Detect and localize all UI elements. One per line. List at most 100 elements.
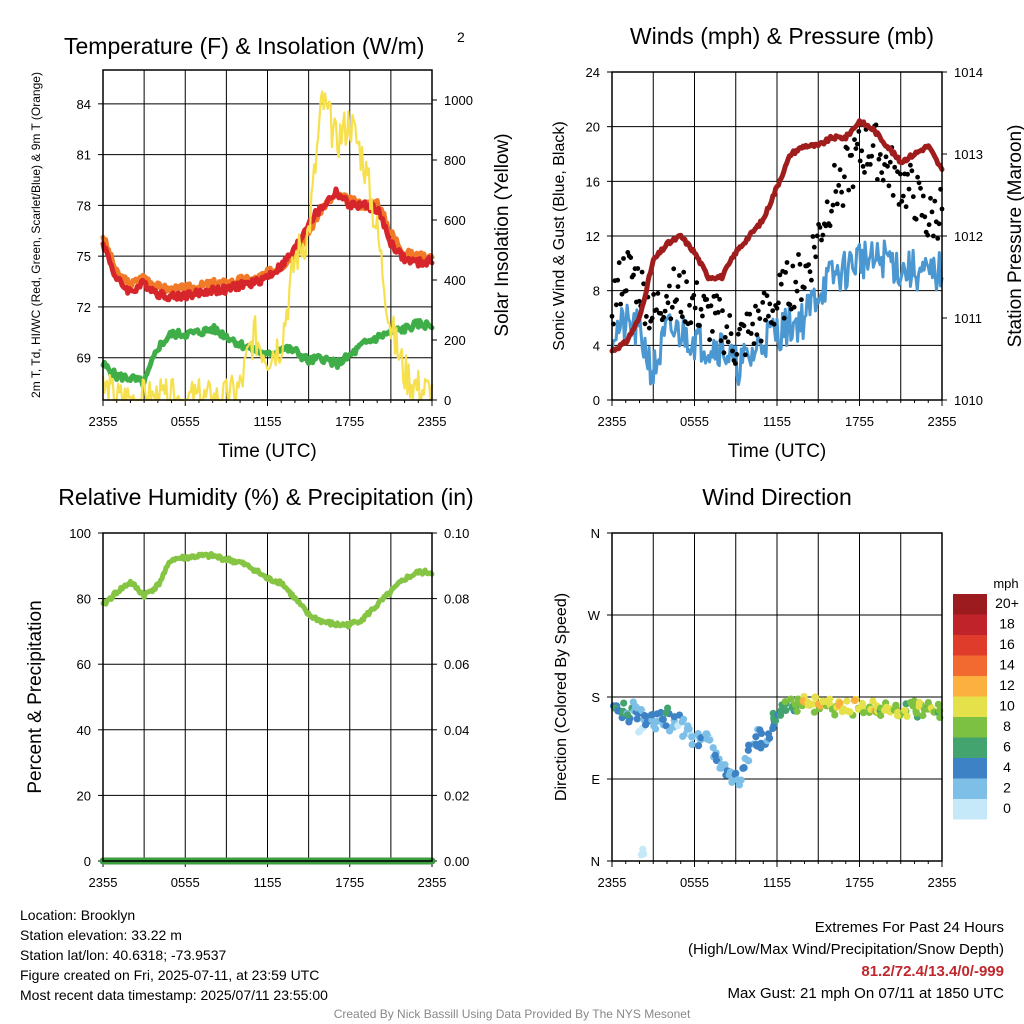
- direction-point: [624, 711, 632, 719]
- gust-point: [859, 148, 865, 154]
- direction-point: [771, 717, 780, 725]
- x-tick-label: 1155: [763, 875, 791, 890]
- gust-point: [797, 261, 803, 267]
- y2-tick-label: 200: [444, 333, 466, 348]
- direction-point: [836, 699, 844, 707]
- gust-point: [846, 187, 852, 193]
- direction-point: [688, 740, 696, 749]
- gust-point: [836, 183, 842, 188]
- panel-4: N E S W N 2355 0555 1155 1755 2355 Wind Direction D…: [553, 484, 956, 890]
- x-tick-label: 0555: [171, 414, 200, 429]
- gust-point: [747, 311, 753, 317]
- gust-point: [873, 122, 879, 128]
- legend-swatch: [953, 717, 987, 738]
- gust-point: [801, 285, 807, 291]
- gust-point: [668, 316, 674, 322]
- y-tick-label: E: [591, 772, 600, 787]
- x-tick-label: 2355: [418, 414, 447, 429]
- x-tick-label: 2355: [598, 414, 627, 429]
- gust-point: [755, 308, 761, 314]
- direction-point: [877, 711, 885, 720]
- direction-point: [901, 706, 909, 715]
- gust-point: [778, 281, 784, 287]
- direction-point: [684, 722, 692, 730]
- gust-point: [908, 162, 913, 168]
- y2-tick-label: 0.10: [444, 526, 469, 541]
- direction-point: [892, 701, 900, 709]
- legend-label: 20+: [995, 595, 1019, 611]
- gust-point: [628, 255, 634, 260]
- panel-1: 69 72 75 78 81 84 0 200 400 600 800 1000 2355 0555 115…: [29, 29, 513, 462]
- direction-point: [664, 704, 672, 712]
- legend-swatch: [953, 758, 987, 779]
- max-gust-text: Max Gust: 21 mph On 07/11 at 1850 UTC: [727, 985, 1004, 1002]
- gust-point: [857, 158, 863, 164]
- gust-point: [631, 272, 636, 278]
- legend-swatch: [953, 614, 987, 635]
- gust-point: [725, 339, 731, 345]
- series-line-orange: [100, 189, 435, 297]
- y-axis-label-left: 2m T, Td, HI/WC (Red, Green, Scarlet/Blu…: [29, 72, 43, 398]
- direction-point: [732, 769, 740, 777]
- x-tick-label: 1755: [335, 875, 364, 890]
- gust-point: [730, 348, 735, 354]
- y-tick-label: 80: [77, 592, 91, 607]
- gust-point: [892, 164, 898, 170]
- gust-point: [763, 317, 768, 323]
- gust-point: [644, 314, 649, 319]
- gust-point: [819, 237, 824, 243]
- x-tick-label: 1755: [845, 875, 874, 890]
- direction-point: [843, 697, 851, 705]
- x-tick-label: 1155: [254, 414, 282, 429]
- legend-swatch: [953, 635, 987, 656]
- y-tick-label: S: [591, 690, 600, 705]
- gust-point: [654, 307, 659, 313]
- gust-point: [675, 284, 681, 289]
- gust-point: [655, 291, 661, 296]
- gust-point: [898, 171, 903, 177]
- y-tick-label: 20: [586, 120, 600, 135]
- direction-point: [903, 712, 911, 720]
- gust-point: [774, 305, 780, 311]
- gust-point: [793, 279, 799, 285]
- gust-point: [827, 223, 833, 229]
- legend-swatch: [953, 594, 987, 615]
- gust-point: [618, 301, 623, 307]
- x-tick-label: 0555: [171, 875, 200, 890]
- y2-tick-label: 600: [444, 213, 466, 228]
- gust-point: [929, 209, 935, 215]
- gust-point: [906, 186, 912, 192]
- y-tick-label: 8: [593, 284, 600, 299]
- gust-point: [671, 266, 677, 272]
- series-line-red: [100, 186, 435, 303]
- y2-tick-label: 1011: [954, 311, 982, 326]
- gust-point: [877, 152, 883, 157]
- gust-point: [687, 302, 692, 308]
- direction-point: [647, 711, 656, 719]
- x-tick-label: 1155: [763, 414, 791, 429]
- gust-point: [829, 208, 834, 214]
- gust-point: [842, 174, 847, 180]
- gust-point: [879, 170, 885, 176]
- gust-point: [896, 202, 902, 207]
- gust-point: [635, 266, 641, 271]
- y-tick-label: 0: [593, 393, 600, 408]
- y-tick-label: 84: [77, 97, 91, 112]
- gust-point: [844, 146, 850, 151]
- x-tick-label: 2355: [418, 875, 447, 890]
- direction-point: [793, 707, 801, 715]
- gust-point: [714, 293, 720, 299]
- y-axis-label-left: Sonic Wind & Gust (Blue, Black): [551, 121, 568, 350]
- title-superscript: 2: [457, 29, 465, 45]
- gust-point: [909, 168, 915, 174]
- direction-point: [712, 756, 721, 765]
- extremes-values: 81.2/72.4/13.4/0/-999: [861, 963, 1004, 980]
- direction-point: [859, 702, 867, 711]
- gust-point: [708, 303, 714, 309]
- y2-tick-label: 1014: [954, 65, 983, 80]
- gust-point: [753, 303, 758, 309]
- gust-point: [860, 164, 866, 169]
- y-tick-label: 60: [77, 657, 91, 672]
- gust-point: [750, 321, 755, 327]
- gust-point: [741, 323, 747, 329]
